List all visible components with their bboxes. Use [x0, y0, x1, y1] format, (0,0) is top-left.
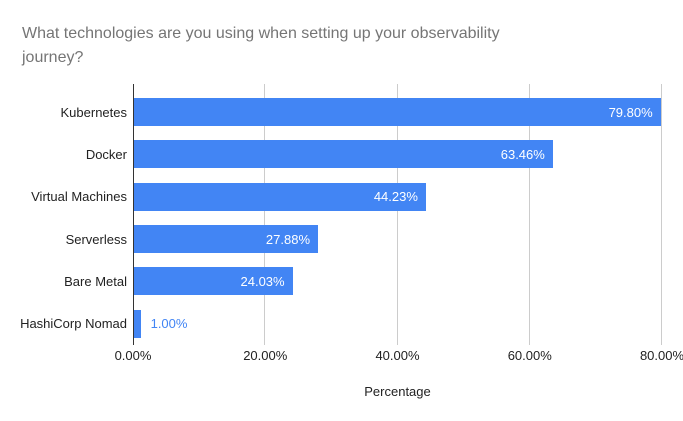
- gridline: [661, 84, 662, 345]
- bar-row: 44.23%: [134, 176, 662, 218]
- x-tick-label: 60.00%: [507, 348, 552, 363]
- value-label: 24.03%: [240, 273, 285, 289]
- bar-row: 27.88%: [134, 218, 662, 260]
- value-label: 27.88%: [265, 231, 310, 247]
- bar-row: 79.80%: [134, 91, 662, 133]
- category-label: Serverless: [65, 231, 127, 247]
- category-label: Bare Metal: [64, 273, 127, 289]
- chart-title: What technologies are you using when set…: [22, 25, 500, 66]
- category-axis: Kubernetes Docker Virtual Machines Serverle…: [0, 91, 127, 345]
- bar-row: 24.03%: [134, 260, 662, 302]
- bar-virtual-machines[interactable]: 44.23%: [134, 182, 426, 211]
- value-label: 44.23%: [373, 189, 418, 205]
- bar-docker[interactable]: 63.46%: [134, 140, 553, 169]
- category-label: Virtual Machines: [31, 189, 127, 205]
- bars-container: 79.80% 63.46% 44.23% 27.88% 24.03% 1.00%: [134, 91, 662, 345]
- category-label: Docker: [85, 146, 127, 162]
- value-label: 63.46%: [500, 146, 545, 162]
- x-tick-label: 40.00%: [375, 348, 420, 363]
- value-label: 79.80%: [608, 104, 653, 120]
- bar-serverless[interactable]: 27.88%: [134, 225, 318, 254]
- x-tick-label: 80.00%: [639, 348, 683, 363]
- x-axis-title: Percentage: [364, 384, 431, 399]
- gridline: [528, 84, 530, 345]
- bar-hashicorp-nomad[interactable]: [134, 309, 141, 338]
- value-label: 1.00%: [150, 316, 188, 332]
- gridline: [396, 84, 398, 345]
- category-label: Kubernetes: [60, 104, 128, 120]
- gridline: [264, 84, 266, 345]
- y-axis-line: [133, 84, 134, 345]
- bar-bare-metal[interactable]: 24.03%: [134, 267, 293, 296]
- category-label: HashiCorp Nomad: [20, 316, 127, 332]
- bar-row: 1.00%: [134, 303, 662, 345]
- plot-area: 79.80% 63.46% 44.23% 27.88% 24.03% 1.00%: [133, 84, 662, 345]
- bar-kubernetes[interactable]: 79.80%: [134, 98, 661, 127]
- x-tick-label: 0.00%: [114, 348, 152, 363]
- x-tick-label: 20.00%: [243, 348, 288, 363]
- bar-row: 63.46%: [134, 133, 662, 175]
